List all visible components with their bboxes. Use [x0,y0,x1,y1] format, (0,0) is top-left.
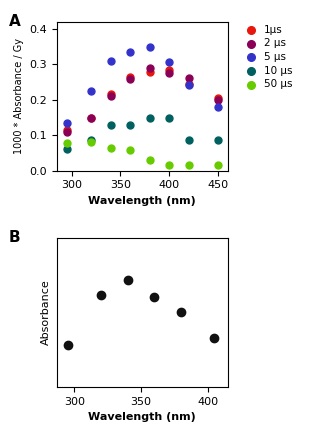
2 μs [128,76,133,83]
10 μs [166,115,172,122]
Point [179,309,184,316]
50 μs [186,162,191,169]
10 μs [128,122,133,129]
5 μs [108,57,113,64]
2 μs [166,70,172,77]
Text: B: B [9,230,21,246]
2 μs [108,92,113,99]
5 μs [147,43,152,50]
5 μs [186,82,191,89]
1μs [88,115,94,122]
1μs [108,91,113,98]
2 μs [147,64,152,71]
2 μs [215,96,221,103]
50 μs [88,138,94,145]
50 μs [64,140,69,147]
Point [212,335,217,341]
1μs [215,95,221,101]
5 μs [166,59,172,66]
10 μs [108,121,113,128]
Point [125,276,130,283]
50 μs [108,145,113,152]
10 μs [88,137,94,144]
2 μs [186,75,191,82]
10 μs [64,146,69,153]
5 μs [128,48,133,55]
1μs [128,74,133,81]
2 μs [88,115,94,122]
50 μs [166,162,172,169]
10 μs [147,115,152,122]
50 μs [128,147,133,154]
10 μs [186,137,191,144]
10 μs [215,137,221,144]
1μs [166,67,172,74]
Point [65,342,70,349]
Legend: 1μs, 2 μs, 5 μs, 10 μs, 50 μs: 1μs, 2 μs, 5 μs, 10 μs, 50 μs [240,24,293,90]
5 μs [215,103,221,110]
1μs [186,80,191,87]
Y-axis label: Absorbance: Absorbance [42,280,51,345]
5 μs [64,119,69,126]
Y-axis label: 1000 * Absorbance / Gy: 1000 * Absorbance / Gy [14,38,24,154]
50 μs [215,162,221,169]
Text: A: A [9,14,21,29]
5 μs [88,87,94,94]
X-axis label: Wavelength (nm): Wavelength (nm) [88,412,196,422]
1μs [147,68,152,75]
X-axis label: Wavelength (nm): Wavelength (nm) [88,196,196,206]
2 μs [64,128,69,135]
Point [152,294,157,301]
1μs [64,126,69,133]
Point [98,291,104,298]
50 μs [147,157,152,163]
